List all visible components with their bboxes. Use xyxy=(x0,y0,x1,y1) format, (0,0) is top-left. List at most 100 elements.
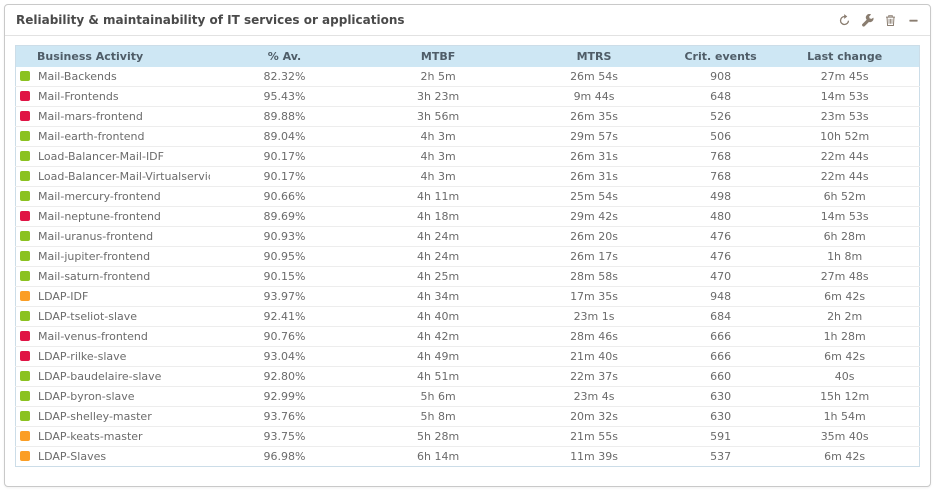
crit-events-cell: 768 xyxy=(670,166,771,187)
mtbf-cell: 4h 24m xyxy=(359,226,518,247)
business-activity-label: Mail-saturn-frontend xyxy=(38,269,151,283)
business-activity-cell: Mail-mars-frontend xyxy=(15,106,210,127)
status-indicator xyxy=(20,350,30,361)
last-change-cell: 27m 48s xyxy=(770,266,920,287)
business-activity-label: LDAP-shelley-master xyxy=(38,409,152,423)
business-activity-cell: Mail-saturn-frontend xyxy=(15,266,210,287)
business-activity-label: Mail-mars-frontend xyxy=(38,109,143,123)
wrench-icon[interactable] xyxy=(860,13,874,27)
crit-events-cell: 630 xyxy=(670,386,771,407)
crit-events-cell: 506 xyxy=(670,126,771,147)
status-indicator xyxy=(20,70,30,81)
table-row: Mail-jupiter-frontend 90.95% 4h 24m 26m … xyxy=(15,246,920,267)
mtbf-cell: 4h 3m xyxy=(359,166,518,187)
mtbf-cell: 3h 56m xyxy=(359,106,518,127)
last-change-cell: 1h 8m xyxy=(770,246,920,267)
table-row: LDAP-tseliot-slave 92.41% 4h 40m 23m 1s … xyxy=(15,306,920,327)
last-change-cell: 6m 42s xyxy=(770,346,920,367)
table-row: LDAP-Slaves 96.98% 6h 14m 11m 39s 537 6m… xyxy=(16,446,920,466)
crit-events-cell: 470 xyxy=(670,266,771,287)
status-indicator xyxy=(20,270,30,281)
last-change-cell: 2h 2m xyxy=(770,306,920,327)
last-change-cell: 6h 52m xyxy=(770,186,920,207)
availability-cell: 90.66% xyxy=(209,186,360,207)
availability-cell: 90.93% xyxy=(209,226,360,247)
business-activity-cell: Mail-jupiter-frontend xyxy=(15,246,210,267)
widget-toolbar xyxy=(837,13,920,27)
status-indicator xyxy=(20,130,30,141)
last-change-cell: 1h 28m xyxy=(770,326,920,347)
mtbf-cell: 4h 3m xyxy=(359,146,518,167)
mtbf-cell: 4h 40m xyxy=(359,306,518,327)
business-activity-cell: LDAP-byron-slave xyxy=(15,386,210,407)
business-activity-label: LDAP-rilke-slave xyxy=(38,349,127,363)
table-row: Mail-Frontends 95.43% 3h 23m 9m 44s 648 … xyxy=(15,86,920,107)
availability-cell: 93.04% xyxy=(209,346,360,367)
business-activity-label: Mail-Backends xyxy=(38,69,117,83)
last-change-cell: 14m 53s xyxy=(770,206,920,227)
minimize-icon[interactable] xyxy=(906,13,920,27)
business-activity-cell: LDAP-keats-master xyxy=(15,426,210,447)
availability-cell: 90.15% xyxy=(209,266,360,287)
mtbf-cell: 5h 8m xyxy=(359,406,518,427)
availability-cell: 90.17% xyxy=(209,146,360,167)
availability-cell: 93.76% xyxy=(209,406,360,427)
business-activity-cell: LDAP-Slaves xyxy=(16,446,210,466)
table-row: LDAP-keats-master 93.75% 5h 28m 21m 55s … xyxy=(15,426,920,447)
table-header-row: Business Activity % Av. MTBF MTRS Crit. … xyxy=(15,45,920,67)
mtrs-cell: 23m 4s xyxy=(517,386,671,407)
business-activity-cell: Mail-Frontends xyxy=(15,86,210,107)
business-activity-label: LDAP-IDF xyxy=(38,289,89,303)
status-indicator xyxy=(20,150,30,161)
business-activity-label: Mail-neptune-frontend xyxy=(38,209,161,223)
mtrs-cell: 26m 54s xyxy=(517,66,671,87)
business-activity-cell: LDAP-IDF xyxy=(15,286,210,307)
widget-title: Reliability & maintainability of IT serv… xyxy=(16,13,405,27)
table-row: LDAP-baudelaire-slave 92.80% 4h 51m 22m … xyxy=(15,366,920,387)
mtbf-cell: 4h 24m xyxy=(359,246,518,267)
crit-events-cell: 908 xyxy=(670,66,771,87)
business-activity-cell: Mail-venus-frontend xyxy=(15,326,210,347)
business-activity-cell: LDAP-rilke-slave xyxy=(15,346,210,367)
business-activity-cell: Mail-mercury-frontend xyxy=(15,186,210,207)
business-activity-label: LDAP-keats-master xyxy=(38,429,143,443)
crit-events-cell: 948 xyxy=(670,286,771,307)
business-activity-label: Mail-mercury-frontend xyxy=(38,189,161,203)
business-activity-label: Mail-jupiter-frontend xyxy=(38,249,151,263)
mtrs-cell: 28m 46s xyxy=(517,326,671,347)
business-activity-cell: Mail-Backends xyxy=(15,66,210,87)
crit-events-cell: 537 xyxy=(710,449,732,463)
status-indicator xyxy=(20,310,30,321)
table-row: Mail-venus-frontend 90.76% 4h 42m 28m 46… xyxy=(15,326,920,347)
crit-events-cell: 648 xyxy=(670,86,771,107)
mtrs-cell: 26m 20s xyxy=(517,226,671,247)
mtrs-cell: 21m 55s xyxy=(517,426,671,447)
crit-events-cell: 630 xyxy=(670,406,771,427)
crit-events-cell: 768 xyxy=(670,146,771,167)
availability-cell: 89.69% xyxy=(209,206,360,227)
mtrs-cell: 23m 1s xyxy=(517,306,671,327)
business-activity-label: Mail-venus-frontend xyxy=(38,329,148,343)
crit-events-cell: 480 xyxy=(670,206,771,227)
mtbf-cell: 2h 5m xyxy=(359,66,518,87)
crit-events-cell: 684 xyxy=(670,306,771,327)
last-change-cell: 6m 42s xyxy=(770,286,920,307)
refresh-icon[interactable] xyxy=(837,13,851,27)
business-activity-label: LDAP-Slaves xyxy=(38,449,107,463)
crit-events-cell: 591 xyxy=(670,426,771,447)
table-row: Load-Balancer-Mail-IDF 90.17% 4h 3m 26m … xyxy=(15,146,920,167)
availability-cell: 96.98% xyxy=(263,449,306,463)
mtrs-cell: 26m 31s xyxy=(517,166,671,187)
availability-cell: 89.04% xyxy=(209,126,360,147)
mtrs-cell: 26m 31s xyxy=(517,146,671,167)
table-row: LDAP-IDF 93.97% 4h 34m 17m 35s 948 6m 42… xyxy=(15,286,920,307)
availability-cell: 93.75% xyxy=(209,426,360,447)
mtbf-cell: 4h 18m xyxy=(359,206,518,227)
mtbf-cell: 5h 6m xyxy=(359,386,518,407)
last-change-cell: 22m 44s xyxy=(770,166,920,187)
mtbf-cell: 5h 28m xyxy=(359,426,518,447)
availability-cell: 90.76% xyxy=(209,326,360,347)
last-change-cell: 6m 42s xyxy=(824,449,866,463)
mtrs-cell: 22m 37s xyxy=(517,366,671,387)
trash-icon[interactable] xyxy=(883,13,897,27)
